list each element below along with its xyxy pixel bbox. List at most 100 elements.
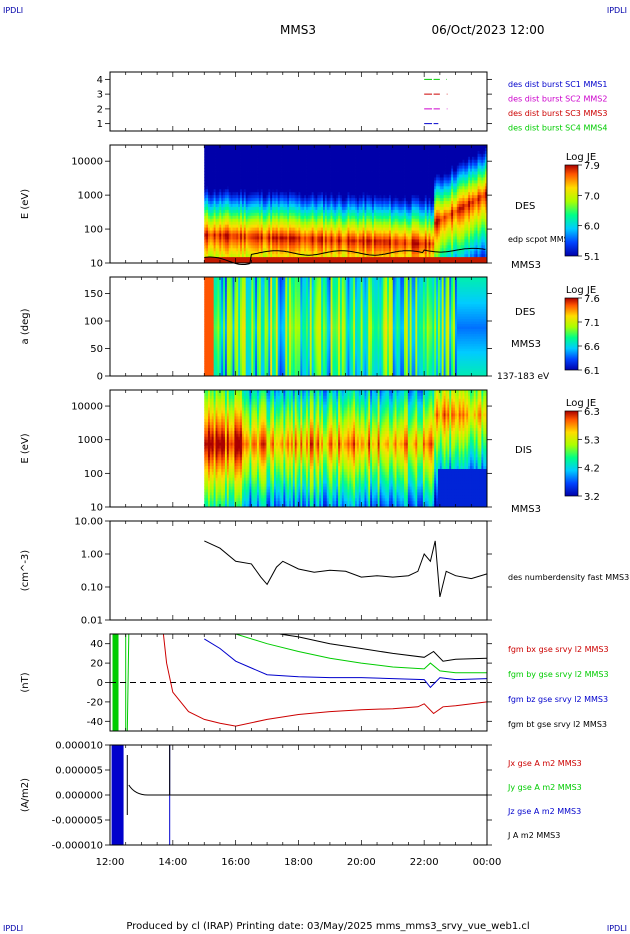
heatmap-cell: [211, 153, 215, 158]
heatmap-cell: [345, 177, 348, 181]
heatmap-cell: [213, 209, 216, 214]
heatmap-cell: [317, 260, 320, 264]
heatmap-cell: [302, 192, 305, 196]
heatmap-cell: [330, 165, 333, 169]
heatmap-cell: [347, 198, 350, 202]
heatmap-cell: [219, 251, 222, 255]
heatmap-cell: [275, 248, 279, 252]
heatmap-cell: [290, 257, 294, 261]
heatmap-cell: [221, 159, 224, 164]
heatmap-cell: [360, 218, 363, 223]
heatmap-cell: [343, 209, 347, 214]
heatmap-cell: [221, 201, 224, 205]
heatmap-cell: [353, 206, 356, 211]
heatmap-cell: [360, 186, 363, 190]
heatmap-cell: [279, 145, 282, 149]
heatmap-cell: [338, 233, 341, 237]
heatmap-cell: [345, 254, 348, 258]
heatmap-cell: [258, 236, 262, 240]
heatmap-cell: [351, 204, 354, 208]
heatmap-cell: [347, 236, 350, 240]
heatmap-cell: [300, 242, 303, 246]
heatmap-cell: [264, 150, 267, 155]
heatmap-cell: [366, 162, 369, 167]
heatmap-cell: [285, 198, 288, 202]
heatmap-cell: [275, 215, 279, 220]
heatmap-cell: [307, 156, 311, 161]
heatmap-cell: [321, 183, 324, 187]
heatmap-cell: [257, 206, 260, 211]
heatmap-cell: [277, 209, 281, 214]
heatmap-cell: [356, 204, 360, 208]
heatmap-cell: [230, 195, 233, 199]
heatmap-cell: [273, 165, 277, 169]
heatmap-cell: [321, 171, 324, 175]
heatmap-cell: [223, 233, 226, 237]
heatmap-cell: [336, 145, 339, 149]
heatmap-cell: [279, 201, 282, 205]
heatmap-cell: [302, 248, 305, 252]
heatmap-cell: [319, 218, 322, 223]
heatmap-cell: [273, 153, 277, 158]
heatmap-cell: [224, 212, 228, 217]
heatmap-cell: [339, 245, 343, 249]
heatmap-cell: [351, 159, 354, 164]
heatmap-cell: [204, 206, 207, 211]
heatmap-cell: [262, 159, 265, 164]
heatmap-cell: [234, 254, 237, 258]
heatmap-cell: [219, 189, 222, 193]
heatmap-cell: [255, 248, 258, 252]
heatmap-cell: [317, 145, 320, 149]
heatmap-cell: [272, 171, 275, 175]
heatmap-cell: [373, 224, 377, 228]
heatmap-cell: [226, 257, 230, 261]
heatmap-cell: [289, 215, 292, 220]
heatmap-cell: [240, 230, 243, 234]
heatmap-cell: [336, 153, 339, 158]
heatmap-cell: [355, 201, 358, 205]
heatmap-cell: [273, 230, 277, 234]
heatmap-cell: [370, 245, 373, 249]
heatmap-cell: [349, 239, 352, 243]
heatmap-cell: [330, 254, 333, 258]
heatmap-cell: [360, 156, 363, 161]
heatmap-cell: [300, 198, 303, 202]
heatmap-cell: [304, 204, 307, 208]
heatmap-cell: [277, 212, 281, 217]
heatmap-cell: [323, 239, 326, 243]
heatmap-cell: [319, 168, 322, 172]
heatmap-cell: [275, 192, 279, 196]
heatmap-cell: [228, 147, 232, 152]
heatmap-cell: [353, 236, 356, 240]
heatmap-cell: [273, 209, 277, 214]
heatmap-cell: [204, 165, 207, 169]
heatmap-cell: [356, 242, 360, 246]
heatmap-cell: [253, 145, 256, 149]
heatmap-cell: [313, 192, 316, 196]
heatmap-cell: [345, 183, 348, 187]
heatmap-cell: [243, 177, 247, 181]
heatmap-cell: [345, 209, 348, 214]
heatmap-cell: [247, 215, 250, 220]
heatmap-cell: [370, 224, 373, 228]
heatmap-cell: [279, 168, 282, 172]
heatmap-cell: [366, 174, 369, 178]
heatmap-cell: [279, 162, 282, 167]
heatmap-cell: [330, 209, 333, 214]
heatmap-cell: [306, 215, 309, 220]
heatmap-cell: [234, 174, 237, 178]
heatmap-cell: [275, 183, 279, 187]
heatmap-cell: [296, 159, 299, 164]
heatmap-cell: [287, 174, 290, 178]
heatmap-cell: [236, 236, 239, 240]
heatmap-cell: [341, 215, 345, 220]
heatmap-cell: [238, 145, 241, 149]
heatmap-cell: [368, 192, 371, 196]
heatmap-cell: [317, 212, 320, 217]
heatmap-cell: [294, 174, 298, 178]
heatmap-cell: [302, 168, 305, 172]
heatmap-cell: [355, 230, 358, 234]
heatmap-cell: [338, 206, 341, 211]
heatmap-cell: [219, 183, 222, 187]
heatmap-cell: [279, 227, 282, 231]
